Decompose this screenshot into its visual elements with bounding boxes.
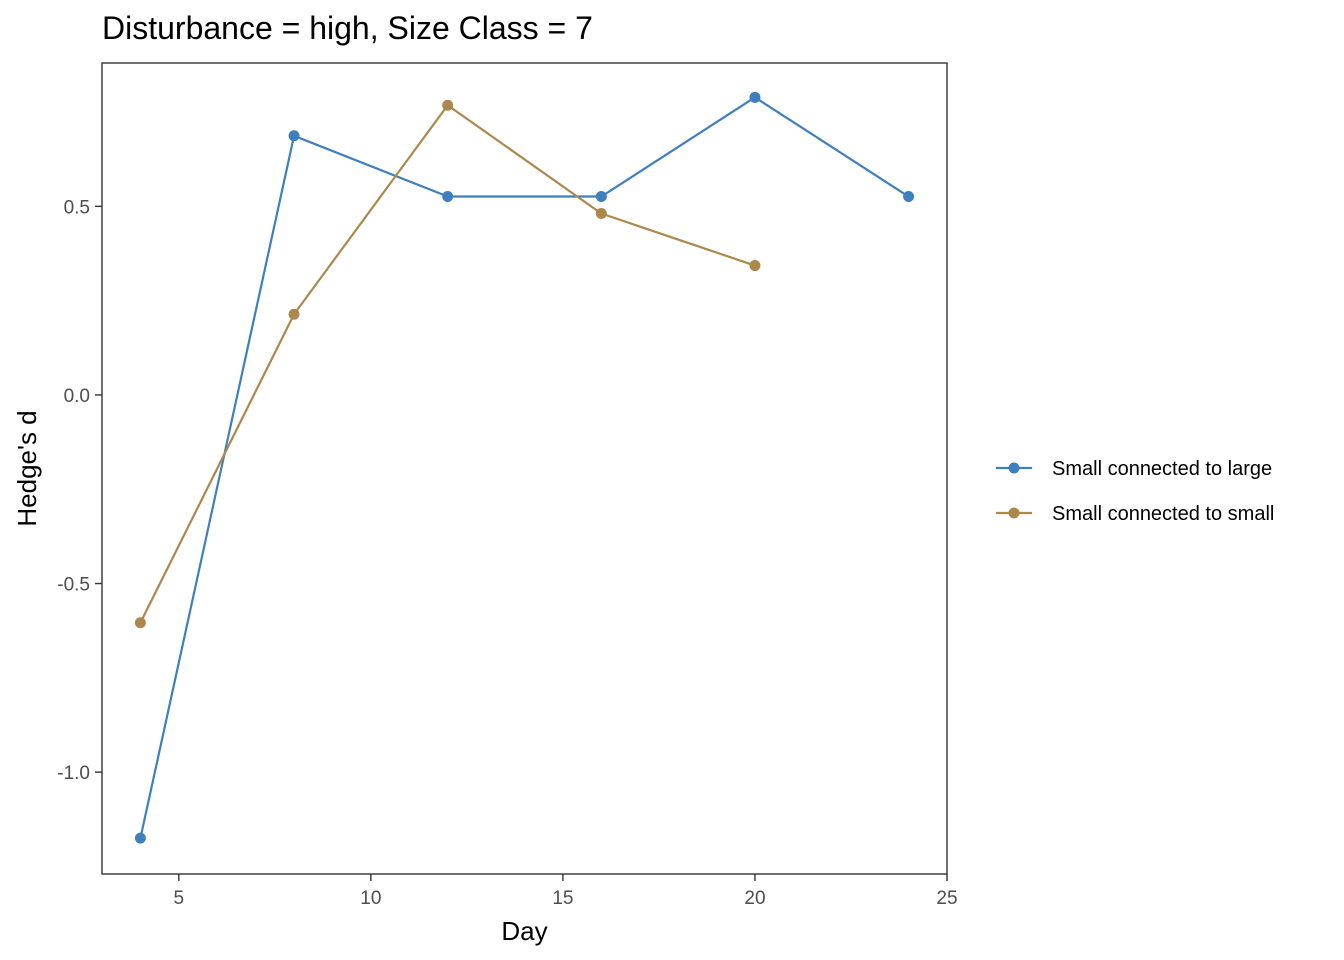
x-tick-label: 25 [936,888,957,909]
data-point [749,91,761,103]
legend-label: Small connected to small [1052,503,1274,525]
x-tick-label: 20 [744,888,765,909]
data-point [903,191,915,203]
data-point [288,308,300,320]
data-point [749,260,761,272]
x-tick-label: 5 [174,888,185,909]
series-line-1 [139,96,910,840]
chart-title: Disturbance = high, Size Class = 7 [102,10,593,46]
plot-panel [101,62,948,875]
legend-label: Small connected to large [1052,458,1272,480]
data-point [595,208,607,220]
y-tick-label: -0.5 [57,575,90,596]
y-tick-label: -1.0 [57,763,90,784]
x-tick-label: 10 [360,888,381,909]
x-tick-label: 15 [552,888,573,909]
legend-key-point [1008,507,1020,519]
data-point [288,130,300,142]
data-point [442,191,454,203]
legend: Small connected to large Small connected … [996,458,1274,525]
y-tick-label: 0.0 [64,386,90,407]
data-point [134,832,146,844]
y-axis-title: Hedge's d [12,410,42,526]
x-axis: 5 10 15 20 25 [174,874,958,909]
data-point [442,99,454,111]
x-axis-title: Day [501,916,547,946]
data-point [134,617,146,629]
y-tick-label: 0.5 [64,197,90,218]
y-axis: -1.0 -0.5 0.0 0.5 [57,197,102,784]
series-layer [134,91,915,844]
legend-key-point [1008,462,1020,474]
data-point [595,191,607,203]
